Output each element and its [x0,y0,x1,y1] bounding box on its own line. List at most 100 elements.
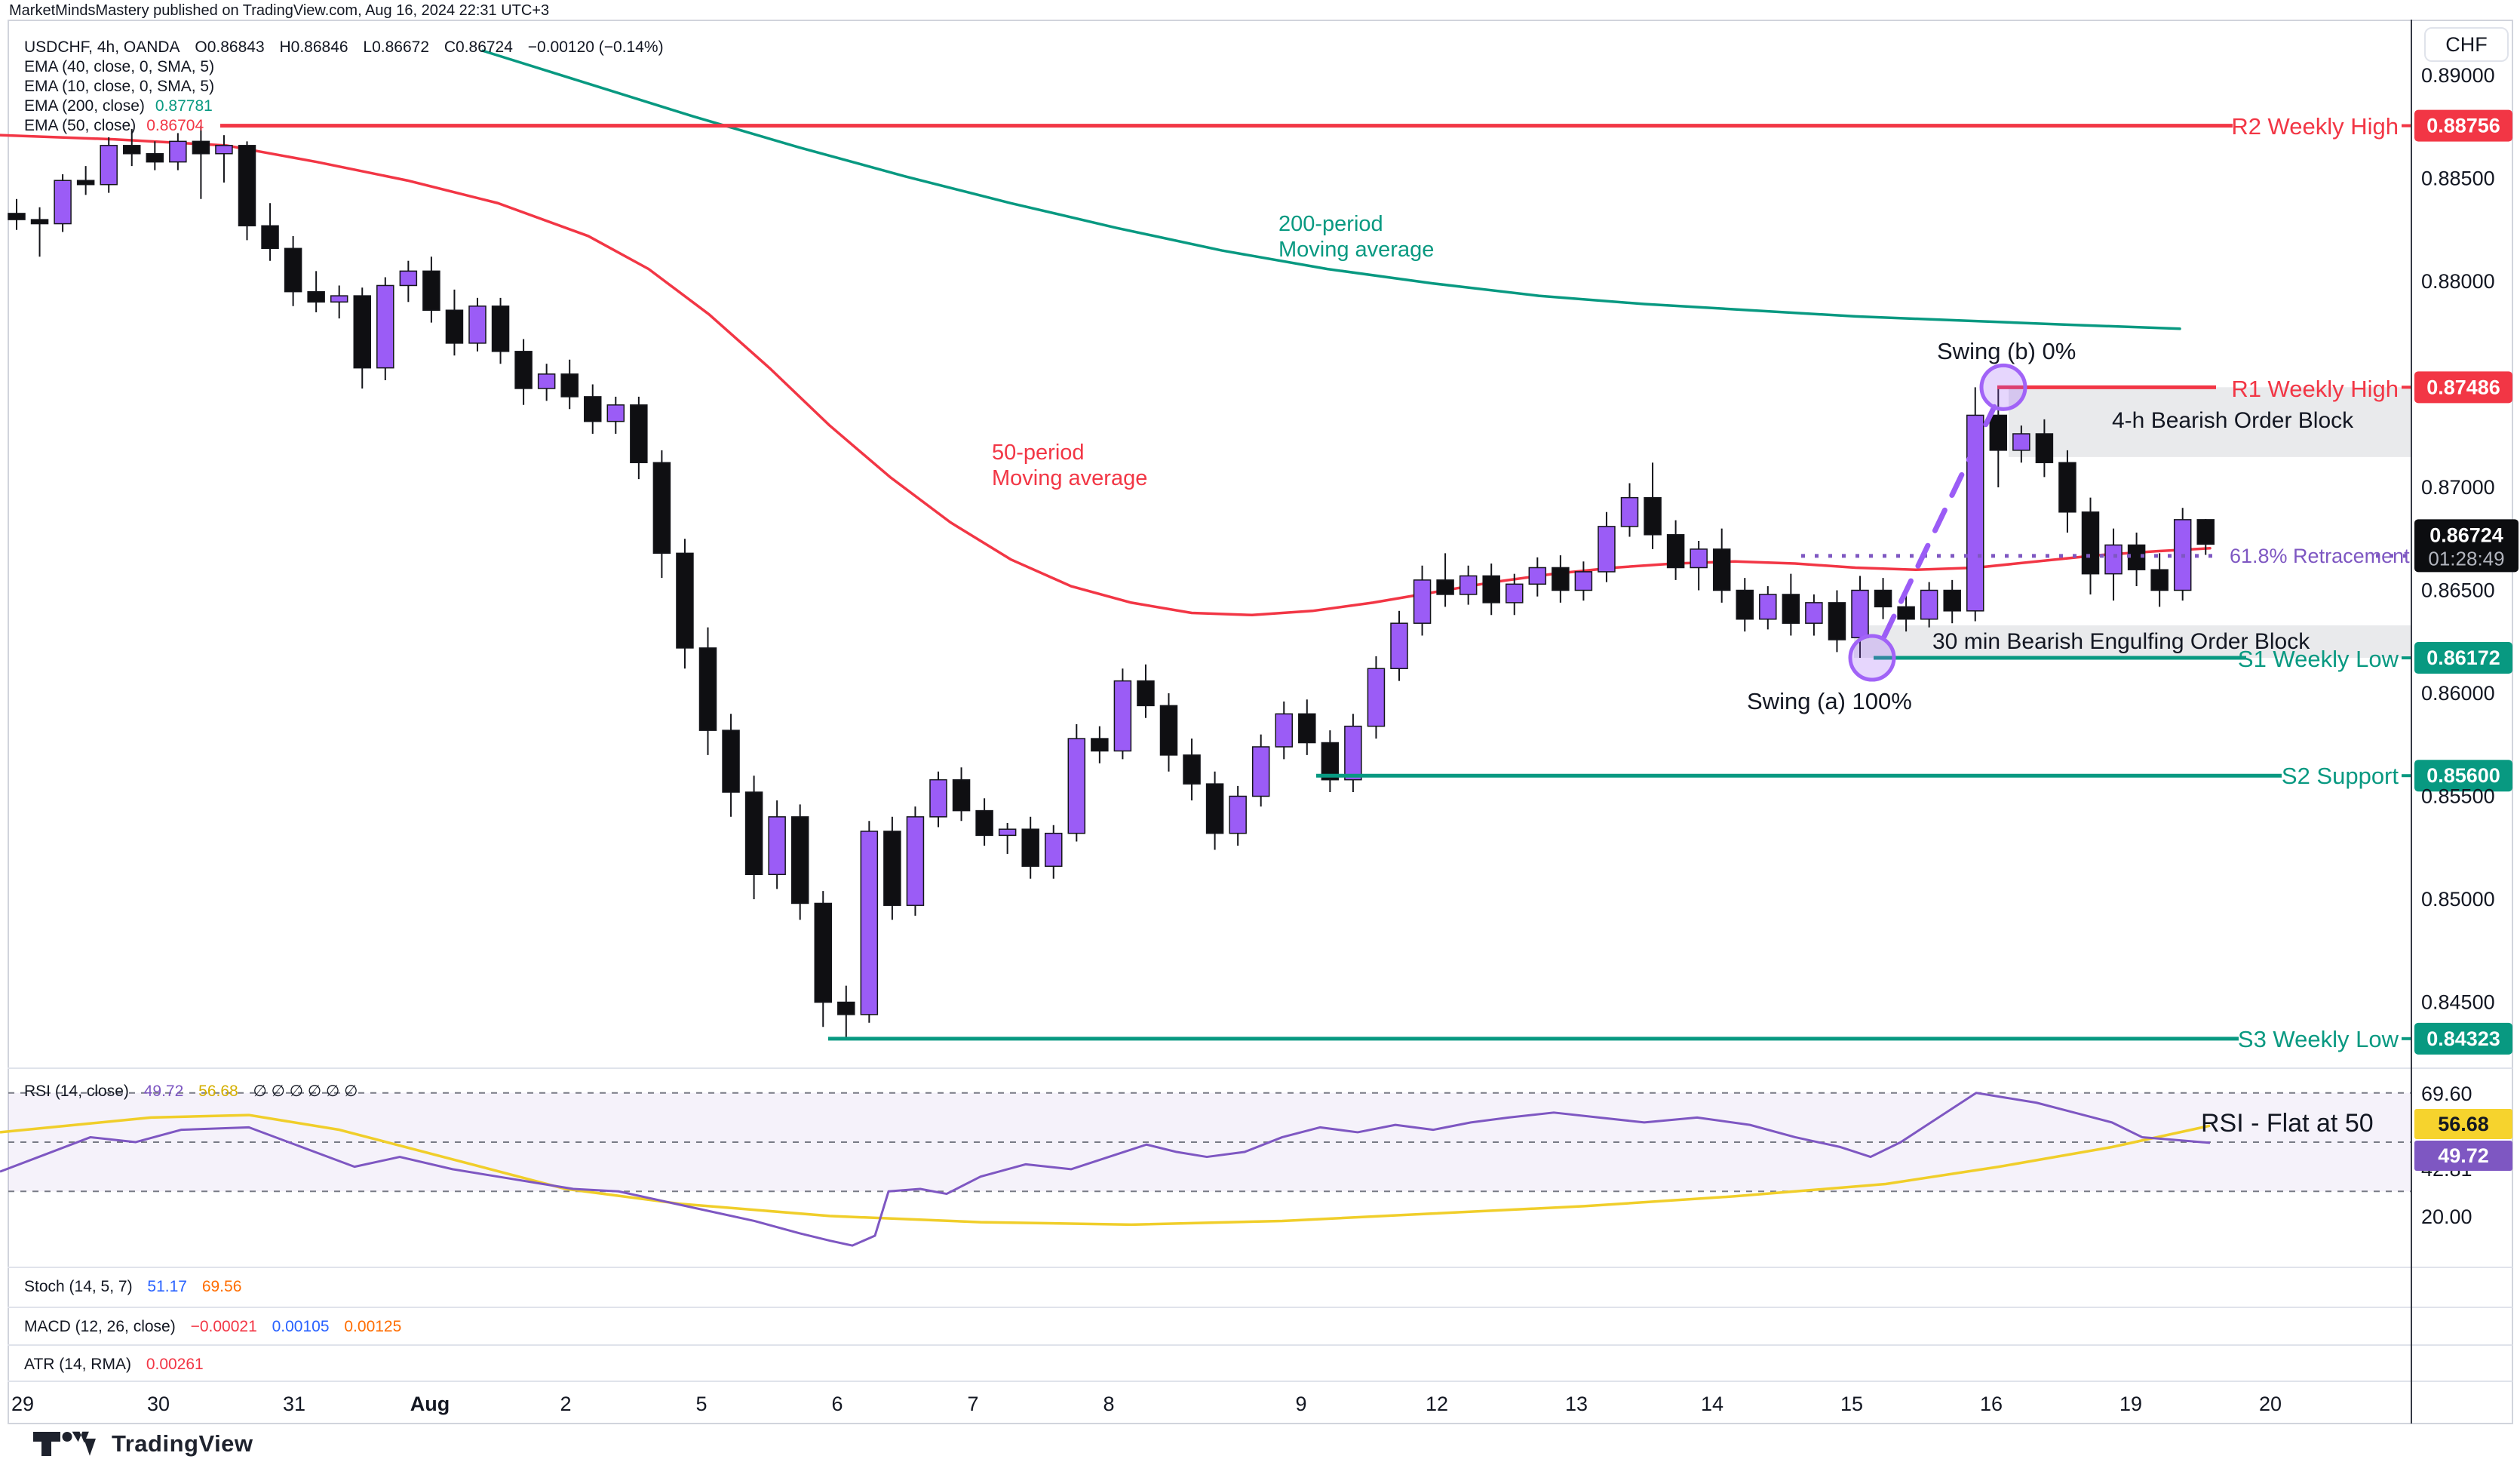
rsi-legend-label[interactable]: RSI (14, close) [24,1083,129,1100]
candle [2150,569,2169,591]
order-block-4h-label[interactable]: 4-h Bearish Order Block [2112,408,2354,433]
time-axis-label-13[interactable]: 13 [1564,1393,1588,1415]
ma50-annotation-line1: 50-period [992,441,1085,465]
candle [76,180,95,186]
time-axis-label-Aug[interactable]: Aug [410,1393,450,1415]
time-axis-label-30[interactable]: 30 [146,1393,170,1415]
symbol-legend[interactable]: USDCHF, 4h, OANDA O0.86843 H0.86846 L0.8… [24,38,664,136]
time-axis-label-14[interactable]: 14 [1700,1393,1724,1415]
time-axis-label-9[interactable]: 9 [1295,1393,1307,1415]
macd-line-value: 0.00105 [272,1318,330,1335]
rsi-flat-annotation[interactable]: RSI - Flat at 50 [2201,1109,2374,1138]
ema-legend-row[interactable]: EMA (10, close, 0, SMA, 5) [24,77,664,97]
swing-b-circle-marker [1979,363,2027,411]
ma200-annotation[interactable]: 200-period Moving average [1278,211,1434,263]
time-axis-label-19[interactable]: 19 [2119,1393,2143,1415]
rsi-value: 49.72 [143,1083,184,1100]
rsi-value-axis-label [2414,1141,2512,1171]
symbol-legend-row[interactable]: USDCHF, 4h, OANDA O0.86843 H0.86846 L0.8… [24,38,664,57]
atr-legend-label[interactable]: ATR (14, RMA) [24,1356,131,1373]
order-block-zone-1 [1854,625,2411,659]
level-text-r2[interactable]: R2 Weekly High [2231,113,2399,140]
order-block-zone-0 [2009,387,2411,457]
attribution-text: MarketMindsMastery published on TradingV… [9,2,550,19]
time-axis-label-16[interactable]: 16 [1979,1393,2003,1415]
footer-brand[interactable]: TradingView [32,1429,253,1459]
ema10-label[interactable]: EMA (10, close, 0, SMA, 5) [24,78,215,95]
time-axis-label-31[interactable]: 31 [282,1393,306,1415]
time-axis-label-8[interactable]: 8 [1103,1393,1115,1415]
symbol-title[interactable]: USDCHF, 4h, OANDA [24,38,180,56]
order-block-30m-label[interactable]: 30 min Bearish Engulfing Order Block [1932,629,2310,654]
time-axis-label-12[interactable]: 12 [1425,1393,1449,1415]
price-label-text-r1: 0.87486 [2426,376,2500,398]
swing-a-label[interactable]: Swing (a) 100% [1747,688,1912,714]
candle [1690,548,1708,569]
macd-legend-label[interactable]: MACD (12, 26, close) [24,1318,176,1335]
price-axis-tick: 0.88000 [2421,270,2495,293]
candle [1367,668,1386,727]
rsi-legend[interactable]: RSI (14, close) 49.72 56.68 ∅ ∅ ∅ ∅ ∅ ∅ [24,1082,368,1101]
time-axis-label-6[interactable]: 6 [831,1393,843,1415]
candle [1552,567,1570,591]
candle [445,309,464,344]
candle [2012,433,2030,451]
candle [906,816,925,906]
candle [146,152,164,163]
candle [307,290,325,303]
ema-legend-row[interactable]: EMA (50, close) 0.86704 [24,116,664,136]
candle [1159,705,1178,756]
candle [1644,496,1662,536]
candle [606,404,625,422]
retracement-label[interactable]: 61.8% Retracement [2230,545,2410,567]
candle [1344,725,1362,781]
rsi-empty-values: ∅ ∅ ∅ ∅ ∅ ∅ [253,1083,358,1100]
candle [630,404,648,463]
price-label-text-s2: 0.85600 [2426,764,2500,787]
atr-legend[interactable]: ATR (14, RMA) 0.00261 [24,1356,214,1374]
candle [1275,713,1293,748]
current-price-label [2414,519,2518,573]
price-label-s2 [2414,760,2512,792]
candle [1390,622,1408,669]
level-text-s2[interactable]: S2 Support [2281,763,2399,789]
candle [814,902,832,1003]
candle [8,213,26,220]
time-axis-label-7[interactable]: 7 [967,1393,979,1415]
ema200-label[interactable]: EMA (200, close) [24,97,145,115]
price-label-r2 [2414,109,2512,142]
candle [1828,602,1846,640]
candle [1067,738,1086,834]
level-text-s1[interactable]: S1 Weekly Low [2237,646,2399,672]
candle [537,373,556,389]
stoch-legend-label[interactable]: Stoch (14, 5, 7) [24,1278,133,1295]
ema-legend-row[interactable]: EMA (40, close, 0, SMA, 5) [24,57,664,77]
swing-b-label[interactable]: Swing (b) 0% [1937,338,2076,364]
time-axis-label-5[interactable]: 5 [695,1393,708,1415]
macd-legend[interactable]: MACD (12, 26, close) −0.00021 0.00105 0.… [24,1318,412,1336]
candle [929,779,947,818]
price-axis-tick: 0.89000 [2421,64,2495,87]
time-axis-label-15[interactable]: 15 [1840,1393,1864,1415]
candle [1482,575,1500,604]
ema-legend-row[interactable]: EMA (200, close) 0.87781 [24,97,664,116]
currency-button[interactable]: CHF [2424,27,2509,62]
candle [1321,742,1340,781]
stoch-legend[interactable]: Stoch (14, 5, 7) 51.17 69.56 [24,1278,252,1296]
ema50-label[interactable]: EMA (50, close) [24,117,137,134]
level-text-s3[interactable]: S3 Weekly Low [2237,1026,2399,1052]
candle [284,247,302,293]
level-text-r1[interactable]: R1 Weekly High [2231,376,2399,402]
ema40-label[interactable]: EMA (40, close, 0, SMA, 5) [24,58,215,75]
candle [399,270,418,287]
macd-signal-value: 0.00125 [344,1318,402,1335]
time-axis-label-2[interactable]: 2 [560,1393,572,1415]
ma50-annotation[interactable]: 50-period Moving average [992,440,1147,491]
time-axis-label-29[interactable]: 29 [11,1393,35,1415]
time-axis-label-20[interactable]: 20 [2258,1393,2282,1415]
candle [2081,511,2100,575]
candle [1183,754,1201,785]
price-axis-tick: 0.86000 [2421,682,2495,705]
